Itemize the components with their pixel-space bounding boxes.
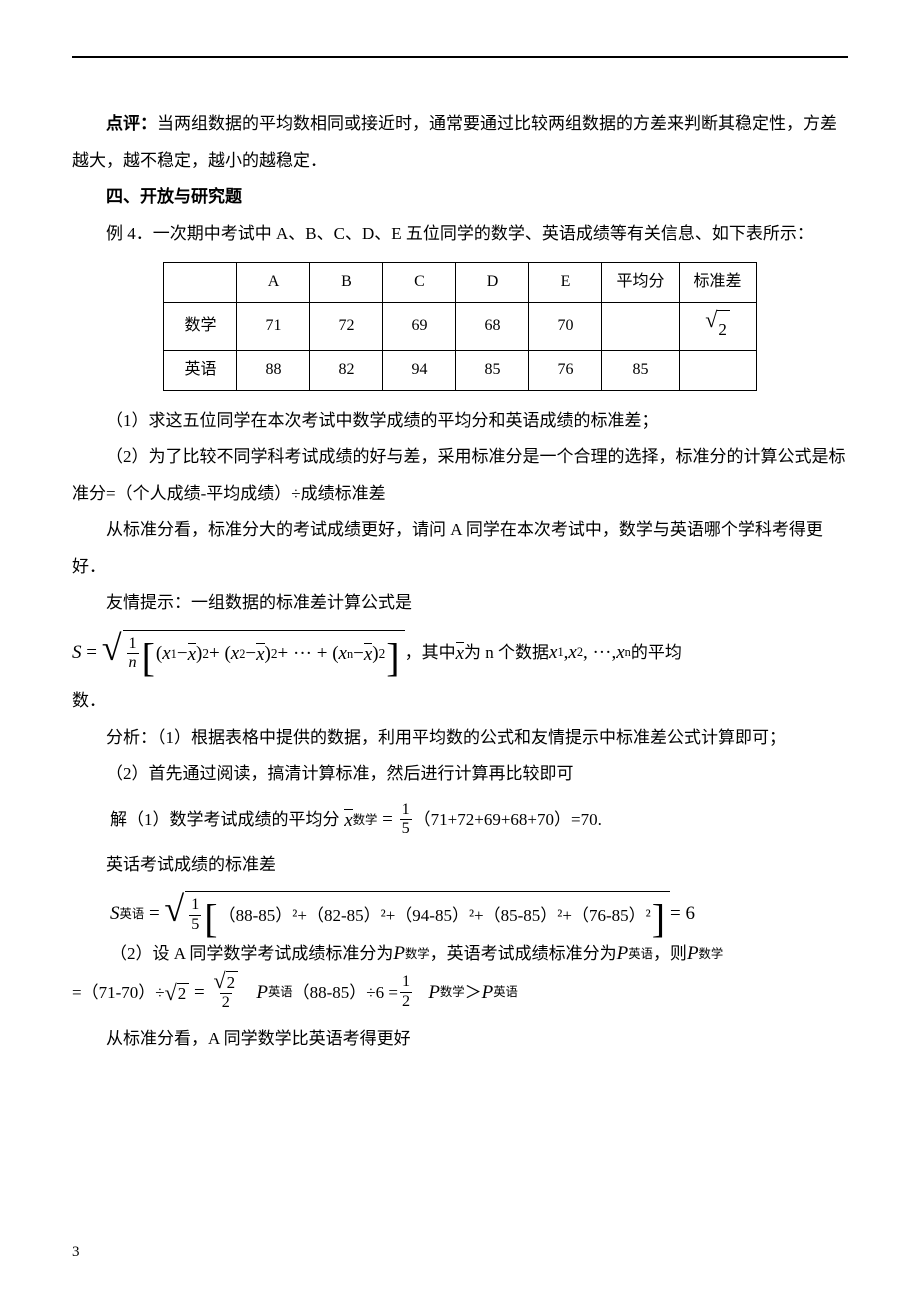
sol1-mean: 解（1）数学考试成绩的平均分 x数学 = 15 （71+72+69+68+70）… bbox=[72, 801, 848, 839]
cell-sqrt2: √2 bbox=[679, 302, 756, 351]
table-row-math: 数学 71 72 69 68 70 √2 bbox=[164, 302, 756, 351]
col-B: B bbox=[310, 263, 383, 302]
compare-symbol: ＞ bbox=[465, 984, 482, 1001]
question2a: （2）为了比较不同学科考试成绩的好与差，采用标准分是一个合理的选择，标准分的计算… bbox=[72, 439, 848, 512]
cell: 72 bbox=[310, 302, 383, 351]
p-math-calc-a: =（71-70）÷ bbox=[72, 984, 165, 1001]
cell: 70 bbox=[529, 302, 602, 351]
content-area: 点评：当两组数据的平均数相同或接近时，通常要通过比较两组数据的方差来判断其稳定性… bbox=[72, 56, 848, 1057]
col-A: A bbox=[237, 263, 310, 302]
sol2-mid2: ，则 bbox=[653, 945, 687, 962]
std-formula: S = √ 1n [ (x1 − x)2 + (x2 − x)2 + ··· +… bbox=[72, 630, 848, 675]
example4-label: 例 4． bbox=[106, 224, 153, 243]
sol2-intro: （2）设 A 同学数学考试成绩标准分为 bbox=[110, 945, 393, 962]
col-C: C bbox=[383, 263, 456, 302]
top-rule bbox=[72, 56, 848, 58]
hint-label: 友情提示：一组数据的标准差计算公式是 bbox=[72, 585, 848, 622]
cell: 94 bbox=[383, 351, 456, 390]
grades-table: A B C D E 平均分 标准差 数学 71 72 69 68 70 bbox=[163, 262, 756, 390]
analysis-line1: 分析：（1）根据表格中提供的数据，利用平均数的公式和友情提示中标准差公式计算即可… bbox=[72, 720, 848, 757]
comment-label: 点评： bbox=[106, 114, 157, 133]
sol2-intro-line: （2）设 A 同学数学考试成绩标准分为 P数学 ，英语考试成绩标准分为 P英语 … bbox=[72, 944, 848, 963]
std-tail-1: ，其中 bbox=[405, 644, 456, 661]
cell: 76 bbox=[529, 351, 602, 390]
comment-text: 当两组数据的平均数相同或接近时，通常要通过比较两组数据的方差来判断其稳定性，方差… bbox=[72, 114, 837, 170]
mean-nums: （71+72+69+68+70） bbox=[414, 811, 571, 828]
row-math-label: 数学 bbox=[164, 302, 237, 351]
p-eng-calc-a: （88-85）÷6 = bbox=[293, 984, 398, 1001]
std-tail-4: 数． bbox=[72, 683, 848, 720]
sol2-compute: =（71-70）÷ √2 = √22 P英语 （88-85）÷6 = 12 P数… bbox=[72, 971, 848, 1012]
sol2-mid1: ，英语考试成绩标准分为 bbox=[430, 945, 617, 962]
question1: （1）求这五位同学在本次考试中数学成绩的平均分和英语成绩的标准差； bbox=[72, 403, 848, 440]
col-E: E bbox=[529, 263, 602, 302]
cell: 71 bbox=[237, 302, 310, 351]
table-row-english: 英语 88 82 94 85 76 85 bbox=[164, 351, 756, 390]
sqrt2-icon: √2 bbox=[165, 983, 190, 1002]
analysis2: （2）首先通过阅读，搞清计算标准，然后进行计算再比较即可 bbox=[72, 756, 848, 793]
cell: 88 bbox=[237, 351, 310, 390]
english-sd-label: 英话考试成绩的标准差 bbox=[72, 847, 848, 884]
cell: 69 bbox=[383, 302, 456, 351]
cell: 68 bbox=[456, 302, 529, 351]
cell: 85 bbox=[456, 351, 529, 390]
col-mean: 平均分 bbox=[602, 263, 679, 302]
table-header-row: A B C D E 平均分 标准差 bbox=[164, 263, 756, 302]
english-sd-result: = 6 bbox=[670, 904, 695, 923]
sqrt-icon: √ 1n [ (x1 − x)2 + (x2 − x)2 + ··· + (xn… bbox=[102, 630, 405, 675]
page: 点评：当两组数据的平均数相同或接近时，通常要通过比较两组数据的方差来判断其稳定性… bbox=[0, 0, 920, 1302]
example4-text1: 一次期中考试中 A、B、C、D、E 五位同学的数学、英语成绩等有关信息、如下表所… bbox=[153, 224, 814, 243]
sqrt2-icon: √2 bbox=[705, 310, 730, 349]
section4-title: 四、开放与研究题 bbox=[72, 179, 848, 216]
col-sd: 标准差 bbox=[679, 263, 756, 302]
sol-label: 解（1）数学考试成绩的平均分 bbox=[110, 811, 340, 828]
cell: 82 bbox=[310, 351, 383, 390]
analysis1: （1）根据表格中提供的数据，利用平均数的公式和友情提示中标准差公式计算即可； bbox=[157, 728, 786, 747]
cell bbox=[679, 351, 756, 390]
conclusion: 从标准分看，A 同学数学比英语考得更好 bbox=[72, 1021, 848, 1058]
grades-table-wrap: A B C D E 平均分 标准差 数学 71 72 69 68 70 bbox=[72, 262, 848, 390]
page-number: 3 bbox=[72, 1236, 80, 1268]
analysis-label: 分析： bbox=[106, 728, 157, 747]
cell: 85 bbox=[602, 351, 679, 390]
sqrt-icon: √ 15 [ （88-85）²+（82-85）²+（94-85）²+（85-85… bbox=[164, 891, 670, 936]
cell bbox=[602, 302, 679, 351]
question2b: 从标准分看，标准分大的考试成绩更好，请问 A 同学在本次考试中，数学与英语哪个学… bbox=[72, 512, 848, 585]
example4-intro: 例 4．一次期中考试中 A、B、C、D、E 五位同学的数学、英语成绩等有关信息、… bbox=[72, 216, 848, 253]
std-tail-2: 为 n 个数据 bbox=[464, 644, 549, 661]
col-blank bbox=[164, 263, 237, 302]
std-tail-3: 的平均 bbox=[631, 644, 682, 661]
mean-result: =70. bbox=[571, 811, 602, 828]
english-sd-terms: （88-85）²+（82-85）²+（94-85）²+（85-85）²+（76-… bbox=[219, 907, 651, 924]
comment-paragraph: 点评：当两组数据的平均数相同或接近时，通常要通过比较两组数据的方差来判断其稳定性… bbox=[72, 106, 848, 179]
col-D: D bbox=[456, 263, 529, 302]
row-english-label: 英语 bbox=[164, 351, 237, 390]
english-sd-formula: S英语 = √ 15 [ （88-85）²+（82-85）²+（94-85）²+… bbox=[72, 891, 848, 936]
